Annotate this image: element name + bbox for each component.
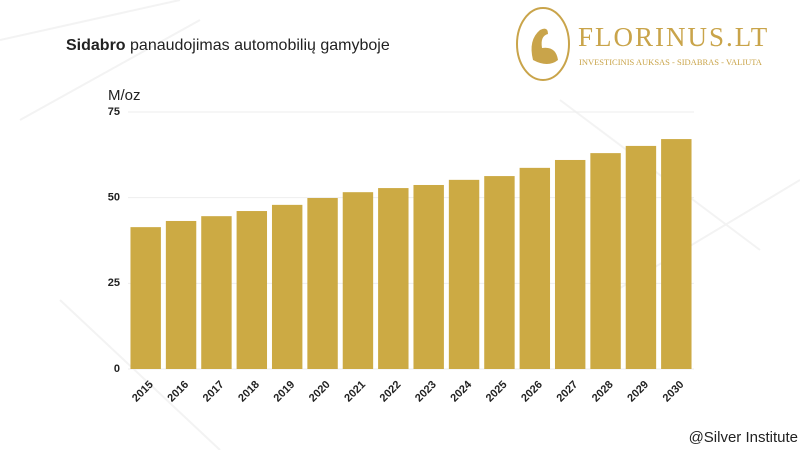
bar xyxy=(661,139,692,369)
bar xyxy=(448,179,480,369)
logo-name: FLORINUS.LT xyxy=(578,22,769,52)
y-tick-label: 25 xyxy=(108,277,120,289)
title-bold: Sidabro xyxy=(66,37,126,54)
logo-tagline: INVESTICINIS AUKSAS - SIDABRAS - VALIUTA xyxy=(579,57,763,67)
bar xyxy=(519,167,551,369)
bar xyxy=(378,188,409,369)
bar xyxy=(554,159,586,369)
bar xyxy=(484,176,515,369)
y-tick-label: 75 xyxy=(108,106,120,118)
logo-swan xyxy=(531,28,558,65)
bar xyxy=(165,220,197,369)
bar xyxy=(130,227,161,369)
bar xyxy=(271,204,303,369)
chart-title: Sidabro panaudojimas automobilių gamyboj… xyxy=(66,37,390,54)
bar xyxy=(590,153,621,369)
y-axis-label: M/oz xyxy=(108,87,141,104)
logo: FLORINUS.LT INVESTICINIS AUKSAS - SIDABR… xyxy=(516,7,769,81)
logo-egg xyxy=(516,7,570,81)
source: @Silver Institute xyxy=(689,429,798,446)
bar xyxy=(201,216,232,369)
bar xyxy=(625,145,657,369)
title-rest: panaudojimas automobilių gamyboje xyxy=(130,37,390,54)
y-tick-label: 50 xyxy=(108,192,120,204)
bar xyxy=(307,198,338,369)
bar xyxy=(413,184,444,369)
bar xyxy=(342,192,374,369)
y-tick-label: 0 xyxy=(114,363,120,375)
bar xyxy=(236,211,268,369)
